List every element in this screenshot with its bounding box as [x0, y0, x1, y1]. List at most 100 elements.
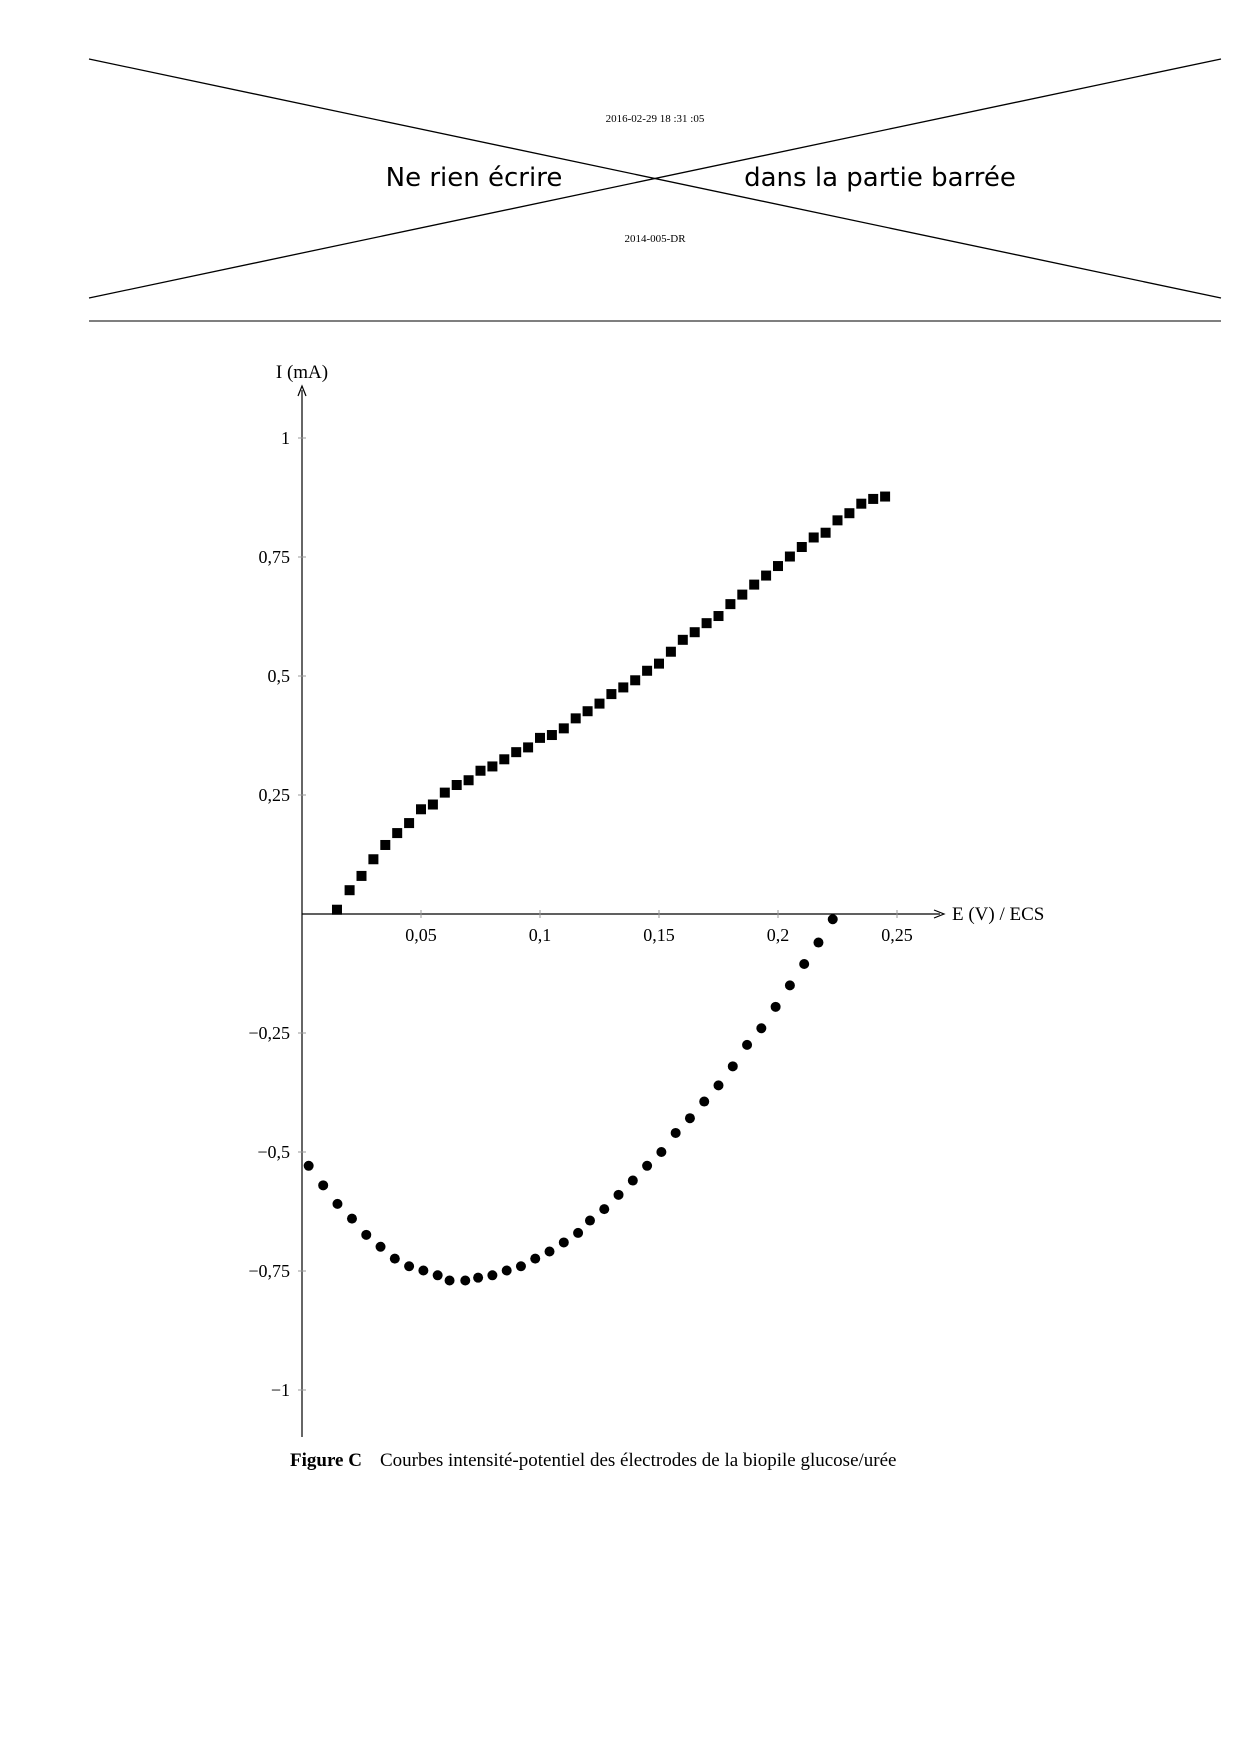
data-point-circle	[742, 1039, 753, 1050]
data-point-circle	[332, 1198, 343, 1209]
chart: I (mA) E (V) / ECS 0,05 0,1 0,15 0,2 0,25 1 0,…	[248, 362, 1044, 1437]
data-point-circle	[487, 1270, 498, 1281]
data-point-square	[713, 611, 724, 622]
y-tick-label: −0,5	[257, 1142, 290, 1162]
data-point-square	[630, 675, 641, 686]
data-point-circle	[544, 1246, 555, 1257]
data-point-circle	[699, 1096, 710, 1107]
y-tick-label: −0,25	[248, 1023, 290, 1043]
data-point-square	[606, 689, 617, 700]
data-point-circle	[799, 958, 810, 969]
data-point-square	[475, 765, 486, 776]
data-point-square	[725, 599, 736, 610]
data-point-square	[416, 804, 426, 815]
y-axis-arrow	[297, 384, 307, 397]
y-tick-label: −1	[271, 1380, 290, 1400]
data-point-circle	[584, 1215, 595, 1226]
x-tick-label: 0,25	[881, 925, 913, 945]
data-point-square	[570, 713, 581, 724]
cross-line-2	[88, 58, 1222, 299]
data-point-circle	[656, 1147, 667, 1157]
data-point-square	[439, 787, 450, 798]
data-point-square	[582, 706, 593, 717]
data-point-square	[773, 561, 783, 572]
data-point-circle	[515, 1261, 526, 1272]
data-point-square	[761, 570, 772, 581]
data-point-square	[594, 698, 605, 709]
data-point-square	[511, 747, 522, 758]
data-point-circle	[460, 1275, 471, 1286]
data-point-circle	[813, 937, 824, 948]
y-tick-label: 0,5	[268, 666, 291, 686]
y-tick-label: 0,25	[259, 785, 291, 805]
data-point-square	[331, 904, 342, 915]
data-point-square	[356, 870, 367, 881]
data-point-square	[868, 493, 879, 504]
data-point-square	[689, 627, 700, 638]
data-point-square	[546, 730, 557, 741]
data-point-square	[380, 839, 391, 850]
data-point-circle	[627, 1175, 638, 1186]
header-code: 2014-005-DR	[624, 233, 686, 245]
data-point-square	[701, 618, 712, 629]
data-point-square	[499, 754, 510, 765]
data-point-square	[642, 665, 653, 676]
data-point-square	[844, 508, 855, 519]
data-point-circle	[346, 1213, 357, 1224]
data-point-circle	[784, 980, 795, 991]
data-point-circle	[318, 1180, 329, 1191]
data-point-circle	[684, 1113, 695, 1124]
data-point-square	[796, 542, 807, 553]
data-point-square	[880, 491, 891, 502]
data-point-square	[618, 682, 629, 693]
data-point-square	[344, 885, 355, 896]
data-point-circle	[530, 1253, 541, 1264]
header-timestamp: 2016-02-29 18 :31 :05	[606, 113, 705, 125]
y-tick-label: −0,75	[248, 1261, 290, 1281]
data-point-square	[392, 828, 403, 839]
data-point-square	[749, 579, 760, 590]
data-point-circle	[642, 1160, 653, 1171]
data-point-circle	[573, 1227, 584, 1238]
x-axis-label: E (V) / ECS	[952, 904, 1044, 925]
data-point-circle	[713, 1080, 724, 1091]
data-point-square	[487, 761, 498, 772]
data-point-square	[523, 742, 534, 753]
data-point-circle	[613, 1189, 624, 1200]
figure-caption-text: Courbes intensité-potentiel des électrod…	[380, 1450, 897, 1471]
x-tick-label: 0,05	[405, 925, 437, 945]
data-point-square	[451, 780, 462, 791]
data-point-square	[368, 854, 379, 865]
figure-caption-label: Figure C	[290, 1450, 362, 1471]
y-axis-label: I (mA)	[276, 362, 328, 383]
data-point-circle	[827, 914, 838, 925]
header-warning-left: Ne rien écrire	[386, 163, 563, 193]
data-point-square	[832, 515, 843, 526]
y-tick-label: 0,75	[259, 547, 291, 567]
x-axis-arrow	[933, 909, 946, 919]
data-point-square	[808, 532, 819, 543]
data-point-circle	[770, 1001, 781, 1012]
data-point-square	[535, 732, 545, 743]
data-point-circle	[418, 1265, 429, 1276]
x-tick-label: 0,15	[643, 925, 675, 945]
data-point-circle	[756, 1023, 767, 1034]
data-point-square	[677, 634, 688, 645]
data-point-square	[856, 498, 867, 509]
data-point-square	[820, 527, 831, 538]
figure-caption: Figure C Courbes intensité-potentiel des …	[290, 1450, 896, 1471]
data-point-circle	[473, 1272, 484, 1283]
y-tick-label: 1	[281, 428, 290, 448]
data-point-circle	[375, 1241, 386, 1252]
data-point-square	[463, 775, 474, 786]
data-point-square	[784, 551, 795, 562]
data-point-square	[558, 723, 569, 734]
header-warning-right: dans la partie barrée	[744, 163, 1016, 193]
data-point-circle	[444, 1275, 455, 1286]
data-point-circle	[558, 1237, 569, 1248]
data-point-square	[665, 646, 676, 657]
data-point-square	[737, 589, 748, 600]
data-point-circle	[404, 1261, 415, 1272]
data-point-square	[654, 658, 664, 669]
